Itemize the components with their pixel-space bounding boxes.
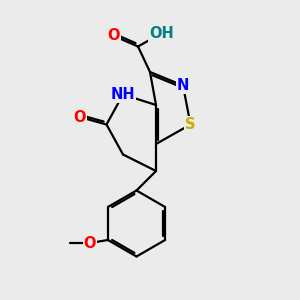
Text: O: O	[108, 28, 120, 44]
Text: S: S	[185, 117, 196, 132]
Text: O: O	[73, 110, 86, 124]
Text: O: O	[84, 236, 96, 250]
Text: OH: OH	[150, 26, 174, 40]
Text: NH: NH	[111, 87, 135, 102]
Text: N: N	[177, 78, 189, 93]
